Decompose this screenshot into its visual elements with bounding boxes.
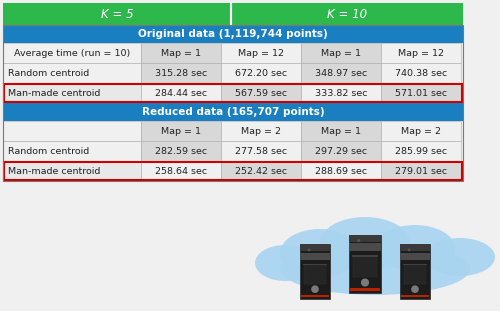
Text: 571.01 sec: 571.01 sec [395, 89, 447, 98]
Bar [301, 121, 381, 141]
Bar [3, 141, 141, 161]
Bar [301, 63, 381, 83]
Bar [350, 235, 380, 293]
Bar [403, 263, 427, 265]
Text: Map = 1: Map = 1 [321, 127, 361, 136]
Bar [302, 295, 328, 297]
Bar [400, 244, 430, 299]
Bar [141, 121, 221, 141]
Circle shape [308, 248, 310, 251]
Text: 252.42 sec: 252.42 sec [235, 166, 287, 175]
Text: Man-made centroid: Man-made centroid [8, 89, 100, 98]
Ellipse shape [425, 238, 495, 276]
Text: 279.01 sec: 279.01 sec [395, 166, 447, 175]
Bar [400, 253, 430, 260]
Text: 284.44 sec: 284.44 sec [155, 89, 207, 98]
Text: K = 10: K = 10 [327, 7, 367, 21]
Bar [381, 161, 461, 181]
Text: 567.59 sec: 567.59 sec [235, 89, 287, 98]
Text: 333.82 sec: 333.82 sec [315, 89, 367, 98]
Text: 285.99 sec: 285.99 sec [395, 146, 447, 156]
Bar [3, 25, 463, 43]
Text: 315.28 sec: 315.28 sec [155, 68, 207, 77]
Bar [141, 43, 221, 63]
Bar [304, 265, 326, 284]
Bar [404, 265, 426, 284]
Text: K = 5: K = 5 [100, 7, 134, 21]
Bar [221, 141, 301, 161]
Text: 740.38 sec: 740.38 sec [395, 68, 447, 77]
Circle shape [411, 285, 419, 293]
Text: Man-made centroid: Man-made centroid [8, 166, 100, 175]
Text: 672.20 sec: 672.20 sec [235, 68, 287, 77]
Text: Map = 2: Map = 2 [401, 127, 441, 136]
Text: 348.97 sec: 348.97 sec [315, 68, 367, 77]
Bar [381, 121, 461, 141]
Text: Map = 1: Map = 1 [161, 127, 201, 136]
Text: 277.58 sec: 277.58 sec [235, 146, 287, 156]
Text: 282.59 sec: 282.59 sec [155, 146, 207, 156]
Bar [301, 161, 381, 181]
Bar [300, 244, 330, 251]
Bar [381, 63, 461, 83]
Ellipse shape [280, 229, 360, 277]
Text: Original data (1,119,744 points): Original data (1,119,744 points) [138, 29, 328, 39]
Bar [381, 43, 461, 63]
Bar [300, 253, 330, 260]
Bar [141, 141, 221, 161]
Text: Map = 1: Map = 1 [161, 49, 201, 58]
Bar [300, 244, 330, 299]
Bar [301, 43, 381, 63]
Text: Random centroid: Random centroid [8, 146, 89, 156]
Text: 297.29 sec: 297.29 sec [315, 146, 367, 156]
Bar [303, 263, 327, 265]
Bar [141, 83, 221, 103]
Bar [3, 161, 141, 181]
Text: Map = 12: Map = 12 [398, 49, 444, 58]
Bar [4, 84, 462, 102]
Bar [221, 121, 301, 141]
Ellipse shape [280, 243, 470, 295]
Bar [352, 255, 378, 257]
Bar [3, 63, 141, 83]
Bar [350, 244, 380, 251]
Bar [221, 43, 301, 63]
Bar [301, 141, 381, 161]
Bar [3, 121, 141, 141]
Bar [221, 161, 301, 181]
Bar [3, 43, 141, 63]
Text: Average time (run = 10): Average time (run = 10) [14, 49, 130, 58]
Bar [221, 63, 301, 83]
Text: Reduced data (165,707 points): Reduced data (165,707 points) [142, 107, 324, 117]
Text: Map = 12: Map = 12 [238, 49, 284, 58]
Text: Map = 1: Map = 1 [321, 49, 361, 58]
Bar [3, 3, 463, 25]
Text: 288.69 sec: 288.69 sec [315, 166, 367, 175]
Circle shape [361, 278, 369, 287]
Bar [400, 244, 430, 251]
Text: Random centroid: Random centroid [8, 68, 89, 77]
Circle shape [408, 248, 410, 251]
Text: 258.64 sec: 258.64 sec [155, 166, 207, 175]
Bar [141, 63, 221, 83]
Circle shape [357, 239, 360, 242]
Bar [4, 162, 462, 180]
Bar [381, 141, 461, 161]
Bar [402, 295, 428, 297]
Bar [3, 103, 463, 121]
Bar [350, 288, 380, 291]
Bar [141, 161, 221, 181]
Ellipse shape [255, 245, 315, 281]
Bar [381, 83, 461, 103]
Bar [301, 83, 381, 103]
Bar [353, 256, 377, 277]
Text: Map = 2: Map = 2 [241, 127, 281, 136]
Bar [3, 83, 141, 103]
Bar [221, 83, 301, 103]
Ellipse shape [320, 217, 410, 269]
Bar [350, 235, 380, 242]
Ellipse shape [375, 225, 455, 271]
Bar [3, 25, 463, 181]
Circle shape [311, 285, 319, 293]
